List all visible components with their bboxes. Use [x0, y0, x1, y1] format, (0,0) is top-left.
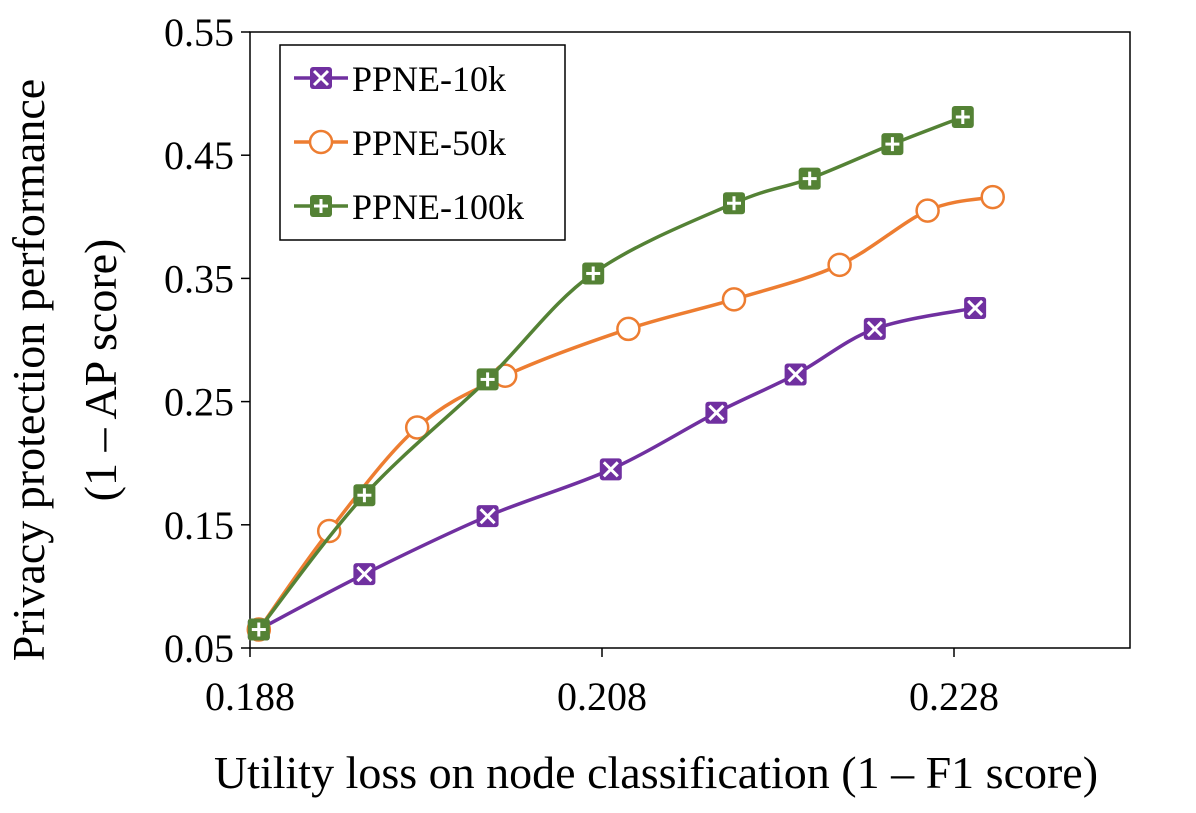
data-point — [353, 563, 376, 586]
data-point — [951, 106, 974, 129]
data-point — [705, 401, 728, 424]
legend-entries: PPNE-10k PPNE-50k PPNE-100k — [294, 59, 524, 227]
y-tick-label: 0.05 — [164, 626, 234, 671]
data-point — [798, 167, 821, 190]
marker-cross-stroke — [312, 69, 330, 87]
legend-entry: PPNE-10k — [294, 59, 506, 99]
marker-cross-stroke — [866, 320, 883, 337]
x-axis-title: Utility loss on node classification (1 –… — [214, 747, 1098, 798]
y-tick-label: 0.35 — [164, 256, 234, 301]
marker-cross-stroke — [967, 299, 984, 317]
legend-label: PPNE-10k — [352, 59, 506, 99]
marker-cross-stroke — [787, 366, 804, 383]
data-point — [915, 198, 940, 223]
legend-entry: PPNE-50k — [294, 123, 506, 163]
x-axis-ticks: 0.188 0.208 0.228 — [205, 648, 999, 719]
y-tick-label: 0.45 — [164, 133, 234, 178]
y-tick-label: 0.25 — [164, 380, 234, 425]
y-tick-label: 0.55 — [164, 10, 234, 55]
data-point — [316, 518, 342, 544]
y-axis-title-line1: Privacy protection performance — [3, 79, 54, 661]
data-point — [827, 252, 852, 278]
data-point — [784, 363, 807, 386]
marker-cross-stroke — [356, 566, 373, 583]
y-axis-title-line2: (1 – AP score) — [75, 239, 126, 502]
series-PPNE-10k — [247, 296, 987, 641]
series-PPNE-100k — [247, 106, 974, 641]
y-tick-label: 0.15 — [164, 503, 234, 548]
series-layer — [246, 106, 1005, 642]
legend-marker — [308, 129, 334, 155]
data-point — [723, 192, 745, 215]
marker-cross-stroke — [479, 508, 496, 525]
marker-cross-stroke — [602, 461, 619, 478]
y-axis-ticks: 0.05 0.15 0.25 0.35 0.45 0.55 — [164, 10, 250, 671]
data-point — [964, 296, 987, 319]
data-point — [404, 415, 430, 440]
legend-marker — [310, 195, 332, 217]
legend-entry: PPNE-100k — [294, 187, 524, 227]
data-point — [582, 262, 605, 285]
data-point — [599, 458, 622, 481]
data-point — [476, 368, 499, 391]
marker-cross-stroke — [708, 404, 725, 421]
legend-label: PPNE-100k — [352, 187, 524, 227]
data-point — [476, 505, 499, 528]
data-point — [863, 317, 886, 340]
data-point — [247, 618, 270, 641]
x-tick-label: 0.228 — [909, 674, 999, 719]
data-point — [616, 316, 641, 342]
series-line — [257, 195, 994, 631]
legend: PPNE-10k PPNE-50k PPNE-100k — [279, 44, 566, 241]
data-point — [721, 287, 747, 312]
x-tick-label: 0.188 — [205, 674, 295, 719]
legend-label: PPNE-50k — [352, 123, 506, 163]
data-point — [980, 184, 1005, 210]
x-tick-label: 0.208 — [557, 674, 647, 719]
legend-marker — [310, 67, 332, 89]
data-point — [881, 133, 904, 156]
data-point — [353, 484, 376, 507]
